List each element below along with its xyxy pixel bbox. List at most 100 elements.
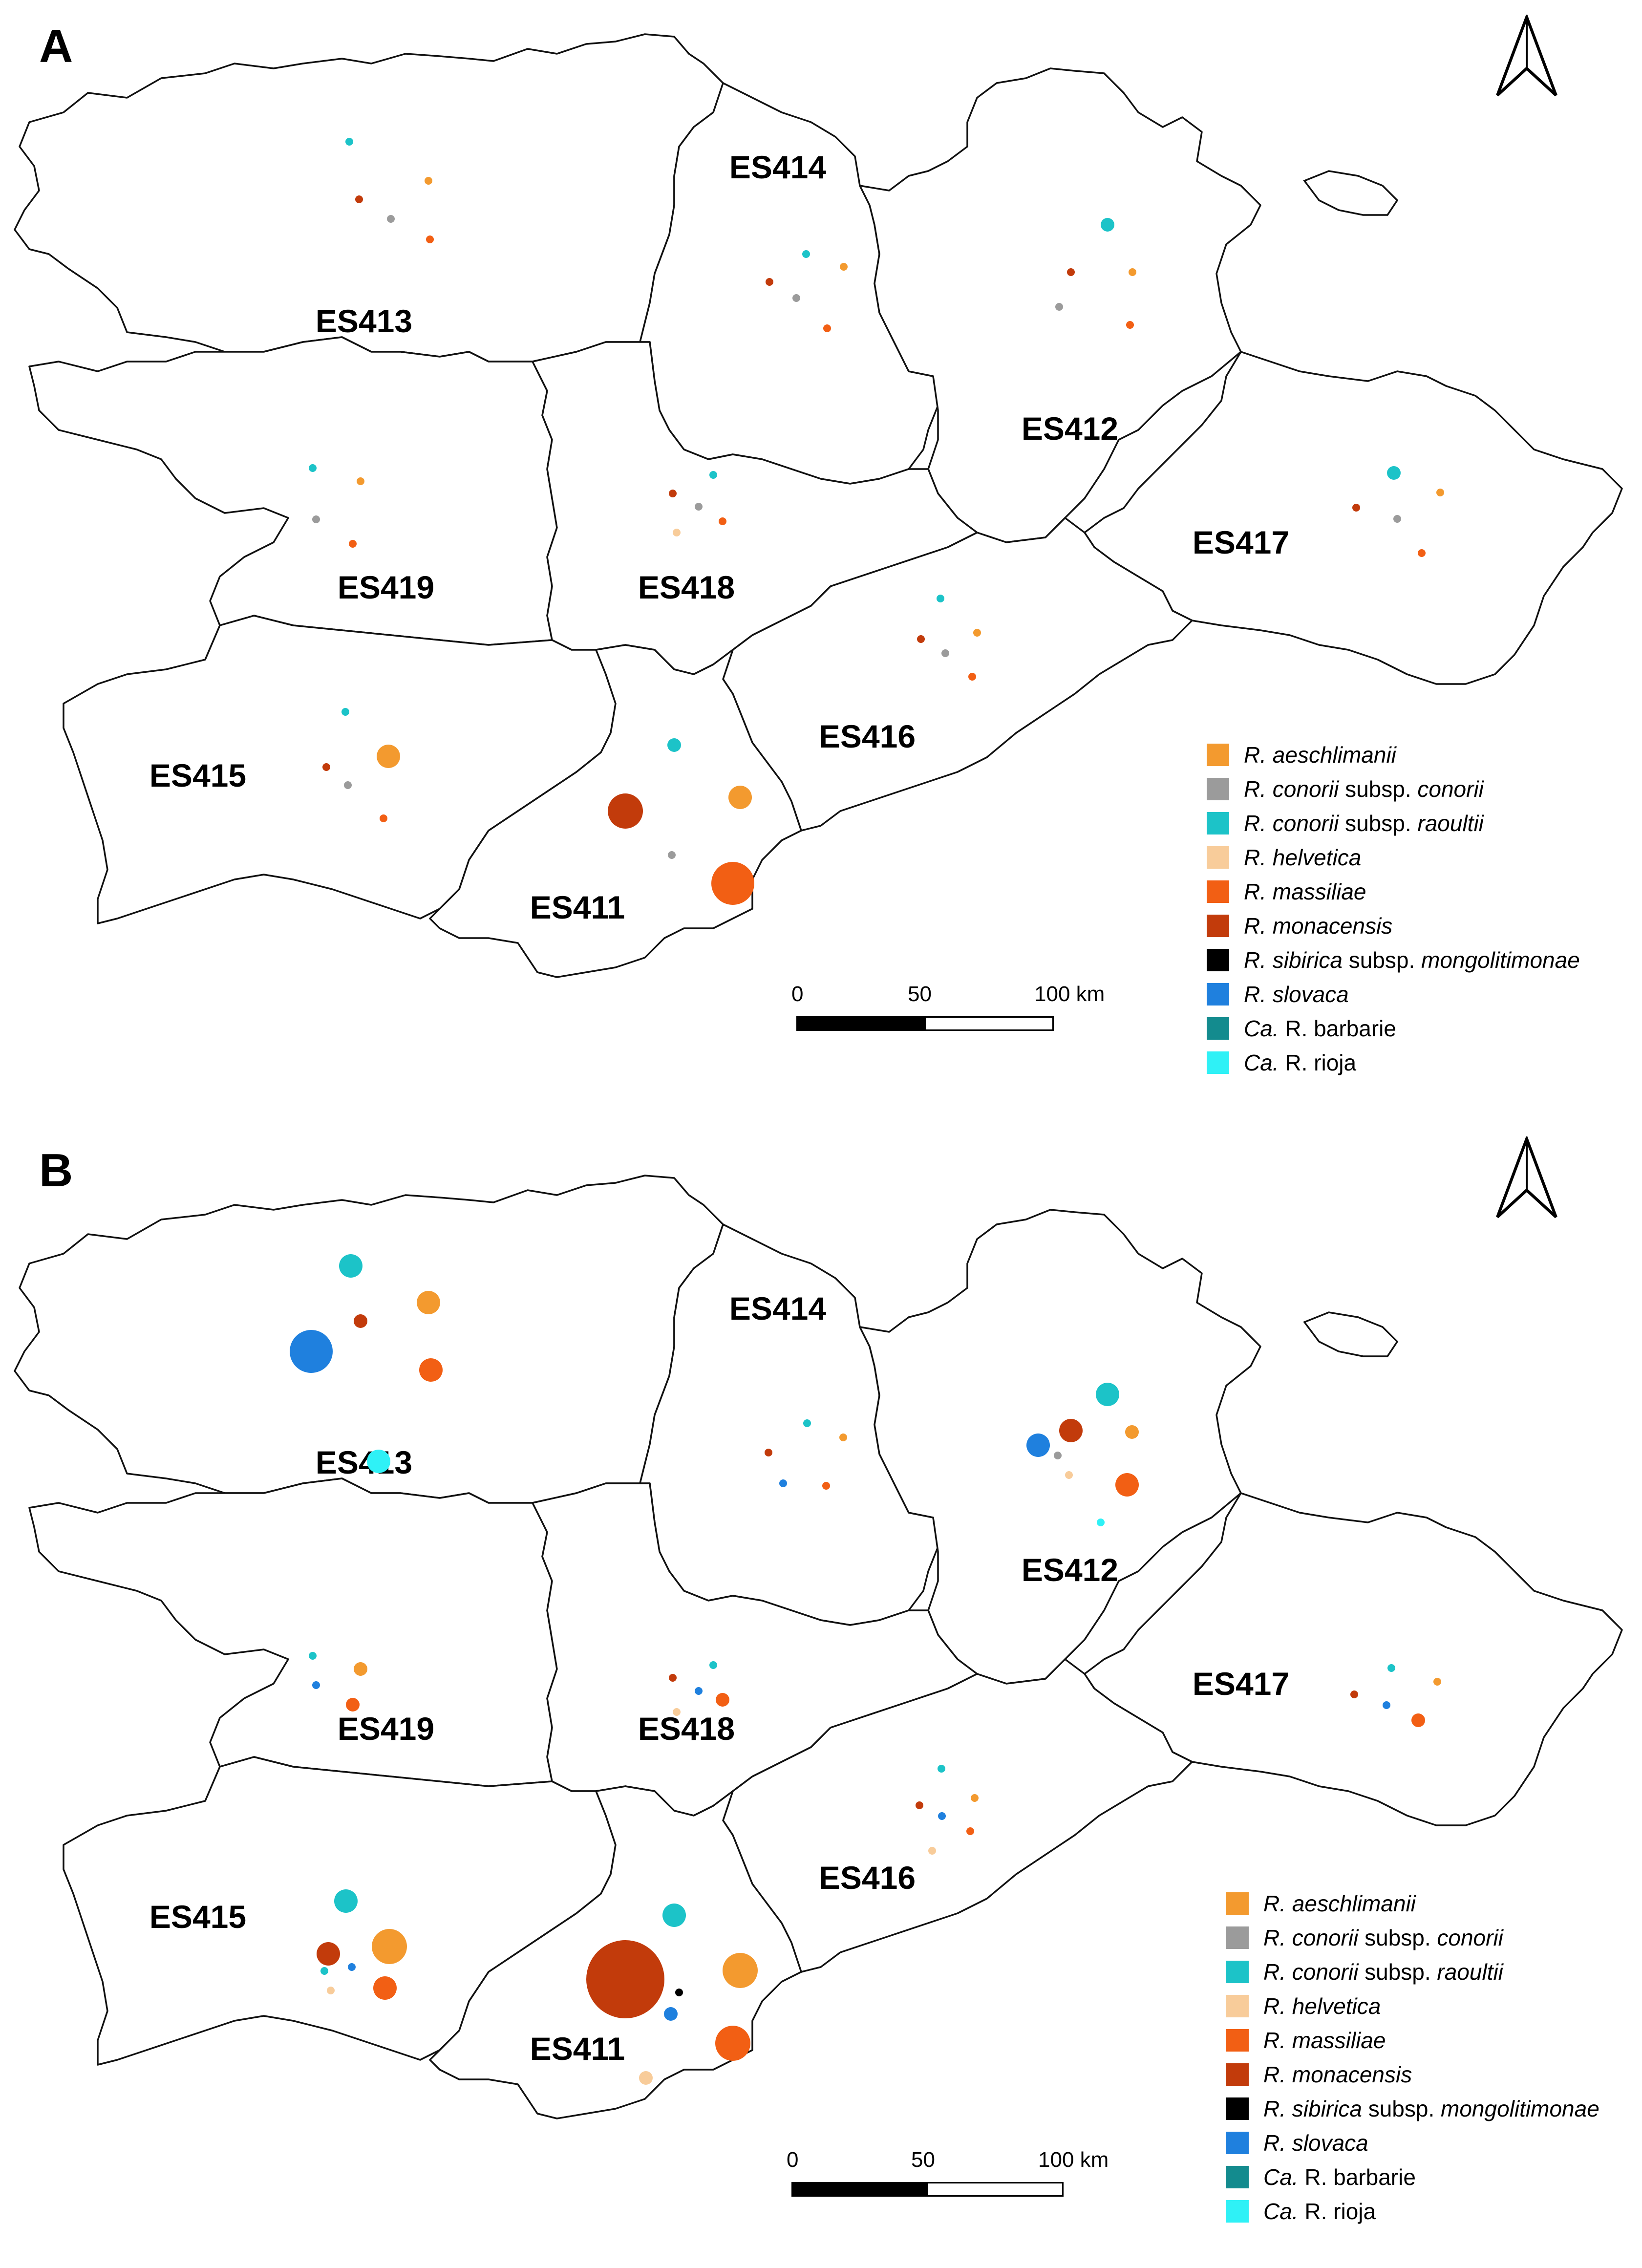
region-es417	[1084, 351, 1623, 685]
occurrence-point	[673, 529, 681, 536]
legend-swatch	[1207, 915, 1229, 937]
occurrence-point	[344, 781, 352, 789]
legend-label-italic-after: raoultii	[1417, 811, 1484, 836]
occurrence-point	[709, 471, 717, 479]
region-label-es417: ES417	[1193, 524, 1289, 560]
map-canvas: ES413 ES414 ES412 ES419 ES418 ES417 ES416 ES415…	[14, 1175, 1623, 2119]
legend-label-plain: R. barbarie	[1298, 2164, 1416, 2190]
occurrence-point	[669, 490, 677, 497]
region-es419	[28, 336, 558, 646]
occurrence-point	[341, 708, 349, 716]
legend-label-italic: R. helvetica	[1244, 845, 1362, 870]
legend-label-italic-after: conorii	[1417, 776, 1484, 802]
occurrence-point	[355, 195, 363, 203]
scale-tick-0: 0	[787, 2148, 799, 2172]
legend-swatch	[1226, 2132, 1249, 2154]
occurrence-point	[968, 673, 976, 681]
occurrence-point	[346, 1698, 360, 1712]
scale-bar-white	[924, 1016, 1054, 1031]
legend-label-italic: R. slovaca	[1263, 2130, 1368, 2156]
occurrence-point	[1055, 303, 1063, 311]
occurrence-point	[1126, 321, 1134, 329]
occurrence-point	[348, 1963, 356, 1971]
legend-label: R. massiliae	[1263, 2027, 1386, 2054]
legend-label: Ca. R. barbarie	[1244, 1015, 1396, 1042]
occurrence-point	[695, 503, 703, 511]
legend-item: R. helvetica	[1226, 1989, 1599, 2023]
legend-label-plain: subsp.	[1339, 776, 1418, 802]
scale-tick-100: 100 km	[1038, 2148, 1109, 2172]
north-arrow-icon	[1496, 1136, 1557, 1219]
legend-swatch	[1226, 2097, 1249, 2120]
legend-item: R. monacensis	[1226, 2057, 1599, 2092]
scale-bar: 0 50 100 km	[791, 982, 1105, 1041]
legend-swatch	[1226, 1926, 1249, 1949]
scale-tick-50: 50	[911, 2148, 935, 2172]
occurrence-point	[417, 1291, 440, 1314]
occurrence-point	[719, 517, 726, 525]
region-label-es413: ES413	[316, 303, 412, 339]
occurrence-point	[916, 1801, 923, 1809]
legend-swatch	[1207, 880, 1229, 903]
region-es417	[1084, 1492, 1623, 1826]
legend-item: Ca. R. barbarie	[1207, 1011, 1580, 1046]
legend-item: R. conorii subsp. conorii	[1226, 1921, 1599, 1955]
legend-swatch	[1226, 2200, 1249, 2223]
legend-label-plain: subsp.	[1358, 1959, 1437, 1985]
occurrence-point	[766, 278, 773, 286]
legend-label-italic: R. helvetica	[1263, 1993, 1381, 2019]
legend-label-italic-after: mongolitimonae	[1441, 2096, 1599, 2121]
legend-label: R. slovaca	[1263, 2130, 1368, 2156]
legend-label-italic: R. sibirica	[1244, 947, 1343, 973]
legend-label: R. monacensis	[1244, 913, 1392, 939]
occurrence-point	[802, 250, 810, 258]
map-geometry: ES413 ES414 ES412 ES419 ES418 ES417 ES416 ES415…	[14, 33, 1623, 978]
occurrence-point	[715, 2026, 750, 2061]
legend-label: R. conorii subsp. conorii	[1263, 1925, 1503, 1951]
legend-label-italic: Ca.	[1263, 2164, 1299, 2190]
region-label-es418: ES418	[638, 1711, 735, 1747]
legend-label-plain: subsp.	[1339, 811, 1418, 836]
occurrence-point	[941, 649, 949, 657]
occurrence-point	[1387, 466, 1401, 480]
occurrence-point	[425, 177, 432, 185]
legend-swatch	[1207, 846, 1229, 869]
occurrence-point	[823, 324, 831, 332]
occurrence-point	[669, 1674, 677, 1682]
occurrence-point	[377, 745, 400, 768]
occurrence-point	[937, 595, 944, 602]
legend-item: R. helvetica	[1207, 840, 1580, 875]
region-label-es415: ES415	[149, 1899, 246, 1935]
legend-label-italic: R. sibirica	[1263, 2096, 1362, 2121]
legend-label: Ca. R. rioja	[1244, 1049, 1356, 1076]
occurrence-point	[419, 1358, 443, 1382]
occurrence-point	[317, 1942, 340, 1966]
occurrence-point	[973, 629, 981, 637]
panel-label: B	[39, 1144, 73, 1197]
occurrence-point	[966, 1827, 974, 1835]
legend: R. aeschlimanii R. conorii subsp. conorii…	[1226, 1886, 1599, 2228]
legend-label-italic: R. monacensis	[1263, 2062, 1412, 2087]
occurrence-point	[667, 738, 681, 752]
legend-item: R. aeschlimanii	[1226, 1886, 1599, 1921]
legend-item: Ca. R. rioja	[1226, 2194, 1599, 2228]
legend-swatch	[1207, 744, 1229, 766]
north-arrow-icon	[1496, 15, 1557, 97]
legend-label-italic: R. monacensis	[1244, 913, 1393, 939]
occurrence-point	[938, 1812, 946, 1820]
region-es412	[859, 1209, 1261, 1685]
region-label-es412: ES412	[1022, 1552, 1118, 1588]
occurrence-point	[334, 1889, 358, 1913]
occurrence-point	[1418, 549, 1426, 557]
scale-tick-50: 50	[908, 982, 932, 1006]
region-es416	[722, 517, 1193, 832]
legend-label-italic-after: mongolitimonae	[1421, 947, 1580, 973]
legend-label-italic-after: conorii	[1437, 1925, 1503, 1950]
region-label-es414: ES414	[729, 149, 826, 185]
occurrence-point	[1393, 515, 1401, 523]
occurrence-point	[357, 477, 364, 485]
region-label-es413: ES413	[316, 1444, 412, 1480]
occurrence-point	[1433, 1678, 1441, 1686]
occurrence-point	[1129, 268, 1136, 276]
occurrence-point	[290, 1330, 333, 1373]
